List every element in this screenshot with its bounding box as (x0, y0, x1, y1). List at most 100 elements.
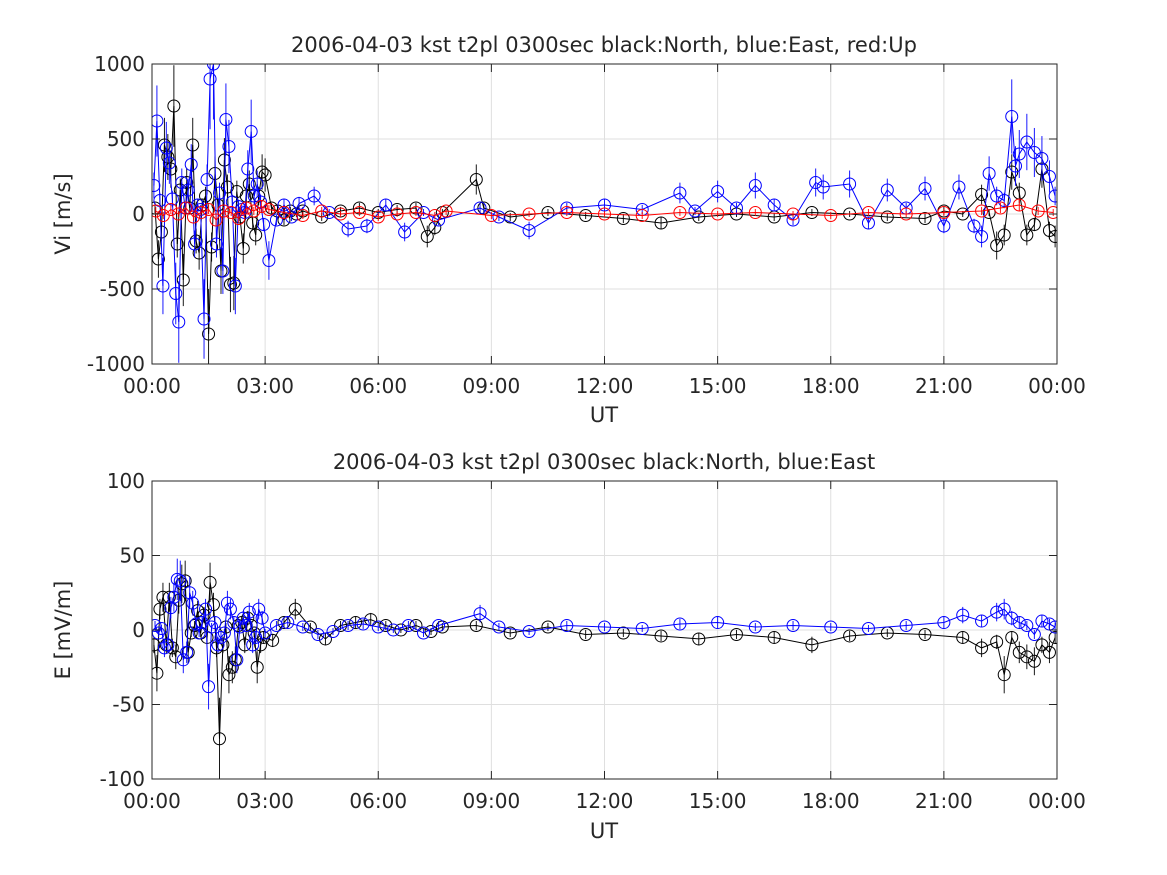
velocity-data-point (880, 183, 894, 197)
velocity-data-point (420, 230, 434, 243)
velocity-data-point (477, 201, 491, 215)
efield-data-point (211, 638, 225, 652)
efield-data-point (729, 627, 743, 641)
velocity-data-point (217, 204, 231, 218)
velocity-data-point (216, 264, 230, 278)
efield-data-point (997, 668, 1011, 682)
efield-data-point (197, 608, 211, 622)
efield-data-point (692, 632, 706, 646)
velocity-data-point (269, 213, 283, 227)
velocity-data-point (1042, 170, 1056, 183)
efield-data-point (241, 611, 255, 625)
efield-data-point (176, 653, 190, 667)
efield-data-point (239, 619, 253, 633)
velocity-data-point (899, 207, 913, 221)
velocity-data-point (711, 207, 725, 221)
efield-y-tick-label: 0 (132, 618, 145, 642)
velocity-data-point (598, 207, 611, 221)
velocity-data-point (1031, 204, 1045, 218)
velocity-x-tick-label: 18:00 (802, 374, 860, 398)
velocity-data-point (843, 177, 857, 191)
efield-data-point (824, 620, 838, 634)
velocity-data-point (541, 206, 555, 219)
velocity-data-point (975, 188, 989, 201)
efield-data-point (1005, 611, 1019, 625)
velocity-data-point (189, 234, 203, 248)
efield-data-point (153, 602, 167, 616)
velocity-data-point (379, 198, 393, 212)
velocity-data-point (172, 315, 186, 329)
efield-data-point (341, 619, 355, 633)
velocity-data-point (1012, 198, 1026, 212)
velocity-data-point (183, 201, 197, 215)
velocity-data-point (786, 207, 800, 221)
velocity-x-tick-label: 15:00 (689, 374, 747, 398)
velocity-series-1 (152, 64, 1057, 363)
velocity-data-point (616, 212, 630, 225)
efield-data-point (975, 641, 989, 655)
efield-x-tick-label: 12:00 (576, 789, 634, 813)
efield-data-point (918, 627, 932, 641)
velocity-data-point (199, 189, 213, 203)
efield-data-point (152, 619, 162, 633)
efield-data-point (167, 590, 181, 604)
efield-data-point (503, 626, 517, 640)
velocity-data-point (371, 210, 385, 224)
velocity-data-point (180, 176, 194, 189)
velocity-data-point (175, 176, 189, 189)
velocity-title: 2006-04-03 kst t2pl 0300sec black:North,… (291, 33, 917, 57)
efield-data-point (208, 616, 222, 630)
velocity-data-point (315, 204, 329, 218)
velocity-data-point (918, 182, 932, 195)
efield-data-point (432, 619, 446, 633)
efield-data-point (417, 626, 430, 640)
velocity-data-point (167, 99, 181, 113)
efield-data-point (473, 607, 487, 621)
velocity-data-point (816, 180, 830, 194)
efield-panel: 00:00 03:00 06:00 09:00 12:00 15:00 18:00 21:00… (51, 450, 1086, 843)
velocity-data-point (179, 201, 193, 215)
velocity-data-point (997, 228, 1011, 242)
efield-data-point (635, 622, 649, 636)
efield-data-point (154, 622, 168, 636)
efield-data-point (1042, 645, 1056, 659)
efield-data-point (1027, 654, 1041, 668)
velocity-data-point (748, 179, 762, 192)
velocity-data-point (277, 206, 291, 219)
efield-data-point (1020, 650, 1034, 664)
velocity-data-point (428, 209, 442, 222)
efield-data-point (164, 601, 178, 615)
velocity-x-tick-label: 00:00 (1028, 374, 1086, 398)
velocity-data-point (1035, 152, 1049, 165)
efield-data-point (206, 598, 220, 612)
velocity-data-point (209, 213, 223, 227)
velocity-y-ticks: -1000 -500 0 500 1000 (87, 52, 1057, 376)
velocity-data-point (341, 222, 355, 236)
velocity-data-point (880, 210, 894, 224)
velocity-data-point (1005, 110, 1019, 123)
velocity-data-point (522, 207, 536, 221)
velocity-series-line (153, 64, 1056, 323)
efield-data-point (212, 732, 226, 746)
velocity-data-point (164, 203, 178, 216)
efield-data-point (156, 590, 170, 604)
velocity-data-point (1046, 206, 1057, 219)
efield-data-point (180, 645, 194, 659)
velocity-data-point (250, 177, 264, 191)
velocity-data-point (1027, 218, 1041, 231)
efield-data-point (748, 620, 762, 634)
efield-data-point (654, 629, 668, 643)
velocity-x-tick-label: 09:00 (463, 374, 521, 398)
velocity-data-point (579, 209, 593, 222)
velocity-data-point (233, 210, 247, 224)
velocity-data-point (990, 239, 1004, 252)
velocity-data-point (360, 219, 374, 233)
efield-data-point (1012, 645, 1026, 659)
velocity-data-point (1009, 159, 1023, 173)
velocity-data-point (228, 279, 242, 293)
efield-data-point (252, 602, 266, 616)
velocity-data-point (307, 189, 321, 203)
velocity-data-point (1048, 230, 1057, 243)
efield-data-point (522, 624, 536, 638)
efield-data-point (175, 577, 189, 591)
